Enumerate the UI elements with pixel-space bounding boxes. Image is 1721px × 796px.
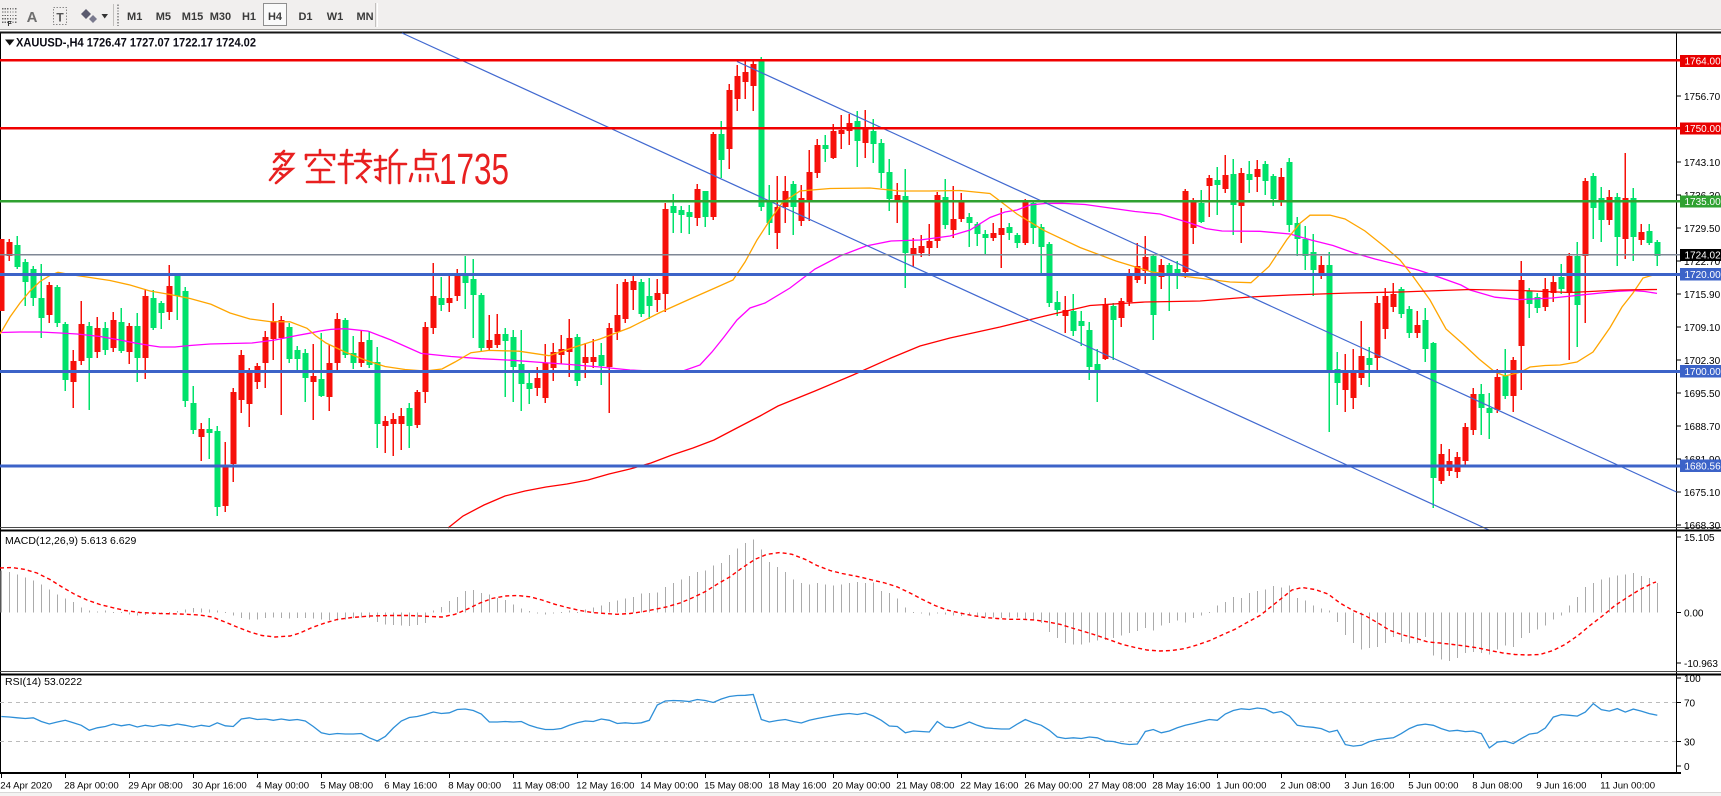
svg-text:27 May 08:00: 27 May 08:00 [1088,781,1146,792]
svg-text:11 May 08:00: 11 May 08:00 [512,781,569,792]
svg-text:6 May 16:00: 6 May 16:00 [384,781,437,792]
svg-text:5 May 08:00: 5 May 08:00 [320,781,373,792]
svg-text:1675.10: 1675.10 [1684,488,1721,499]
svg-text:H4: H4 [268,11,283,23]
svg-text:1750.00: 1750.00 [1685,124,1721,135]
svg-text:5 Jun 00:00: 5 Jun 00:00 [1408,781,1458,792]
svg-text:1715.90: 1715.90 [1684,290,1721,301]
svg-text:0.00: 0.00 [1684,608,1704,619]
svg-text:22 May 16:00: 22 May 16:00 [960,781,1018,792]
svg-text:30: 30 [1684,737,1696,748]
svg-text:H1: H1 [242,11,256,23]
svg-text:4 May 00:00: 4 May 00:00 [256,781,309,792]
svg-text:1709.10: 1709.10 [1684,323,1721,334]
svg-text:1764.00: 1764.00 [1685,57,1721,68]
svg-text:MACD(12,26,9) 5.613 6.629: MACD(12,26,9) 5.613 6.629 [5,535,136,547]
svg-text:M5: M5 [156,11,171,23]
svg-text:21 May 08:00: 21 May 08:00 [896,781,954,792]
svg-text:M30: M30 [210,11,231,23]
svg-text:M15: M15 [182,11,203,23]
svg-text:9 Jun 16:00: 9 Jun 16:00 [1536,781,1586,792]
svg-text:8 Jun 08:00: 8 Jun 08:00 [1472,781,1522,792]
svg-text:1724.02: 1724.02 [1685,251,1721,262]
svg-text:2 Jun 08:00: 2 Jun 08:00 [1280,781,1330,792]
svg-text:100: 100 [1684,674,1701,685]
svg-text:1695.50: 1695.50 [1684,389,1721,400]
svg-text:28 Apr 00:00: 28 Apr 00:00 [64,781,118,792]
svg-text:1756.70: 1756.70 [1684,92,1721,103]
svg-text:A: A [27,9,38,26]
svg-text:28 May 16:00: 28 May 16:00 [1152,781,1210,792]
svg-text:8 May 00:00: 8 May 00:00 [448,781,501,792]
svg-text:1735: 1735 [439,145,509,194]
svg-text:26 May 00:00: 26 May 00:00 [1024,781,1082,792]
svg-text:0: 0 [1684,762,1690,773]
svg-text:1735.00: 1735.00 [1685,197,1721,208]
svg-text:12 May 16:00: 12 May 16:00 [576,781,634,792]
svg-text:F: F [8,21,13,28]
svg-text:18 May 16:00: 18 May 16:00 [768,781,826,792]
svg-text:29 Apr 08:00: 29 Apr 08:00 [128,781,182,792]
svg-text:1668.30: 1668.30 [1684,521,1721,532]
svg-text:W1: W1 [327,11,344,23]
svg-text:15.105: 15.105 [1684,533,1715,544]
svg-text:XAUUSD-,H4 1726.47 1727.07 17: XAUUSD-,H4 1726.47 1727.07 1722.17 1724.… [16,36,256,50]
svg-text:T: T [56,11,64,25]
svg-text:15 May 08:00: 15 May 08:00 [704,781,762,792]
svg-text:D1: D1 [298,11,312,23]
svg-text:1702.30: 1702.30 [1684,356,1721,367]
svg-text:70: 70 [1684,698,1696,709]
svg-text:1688.70: 1688.70 [1684,422,1721,433]
svg-text:20 May 00:00: 20 May 00:00 [832,781,890,792]
svg-text:-10.963: -10.963 [1684,659,1718,670]
svg-text:1729.50: 1729.50 [1684,224,1721,235]
svg-text:M1: M1 [127,11,142,23]
svg-text:1743.10: 1743.10 [1684,158,1721,169]
svg-text:1 Jun 00:00: 1 Jun 00:00 [1216,781,1266,792]
svg-text:RSI(14) 53.0222: RSI(14) 53.0222 [5,676,82,688]
svg-text:1700.00: 1700.00 [1685,367,1721,378]
svg-text:1722.70: 1722.70 [1684,257,1721,268]
svg-text:1720.00: 1720.00 [1685,270,1721,281]
svg-text:MN: MN [356,11,373,23]
svg-text:1680.56: 1680.56 [1685,462,1721,473]
svg-text:11 Jun 00:00: 11 Jun 00:00 [1600,781,1655,792]
svg-text:30 Apr 16:00: 30 Apr 16:00 [192,781,246,792]
svg-text:3 Jun 16:00: 3 Jun 16:00 [1344,781,1394,792]
svg-text:24 Apr 2020: 24 Apr 2020 [0,781,52,792]
svg-text:14 May 00:00: 14 May 00:00 [640,781,698,792]
